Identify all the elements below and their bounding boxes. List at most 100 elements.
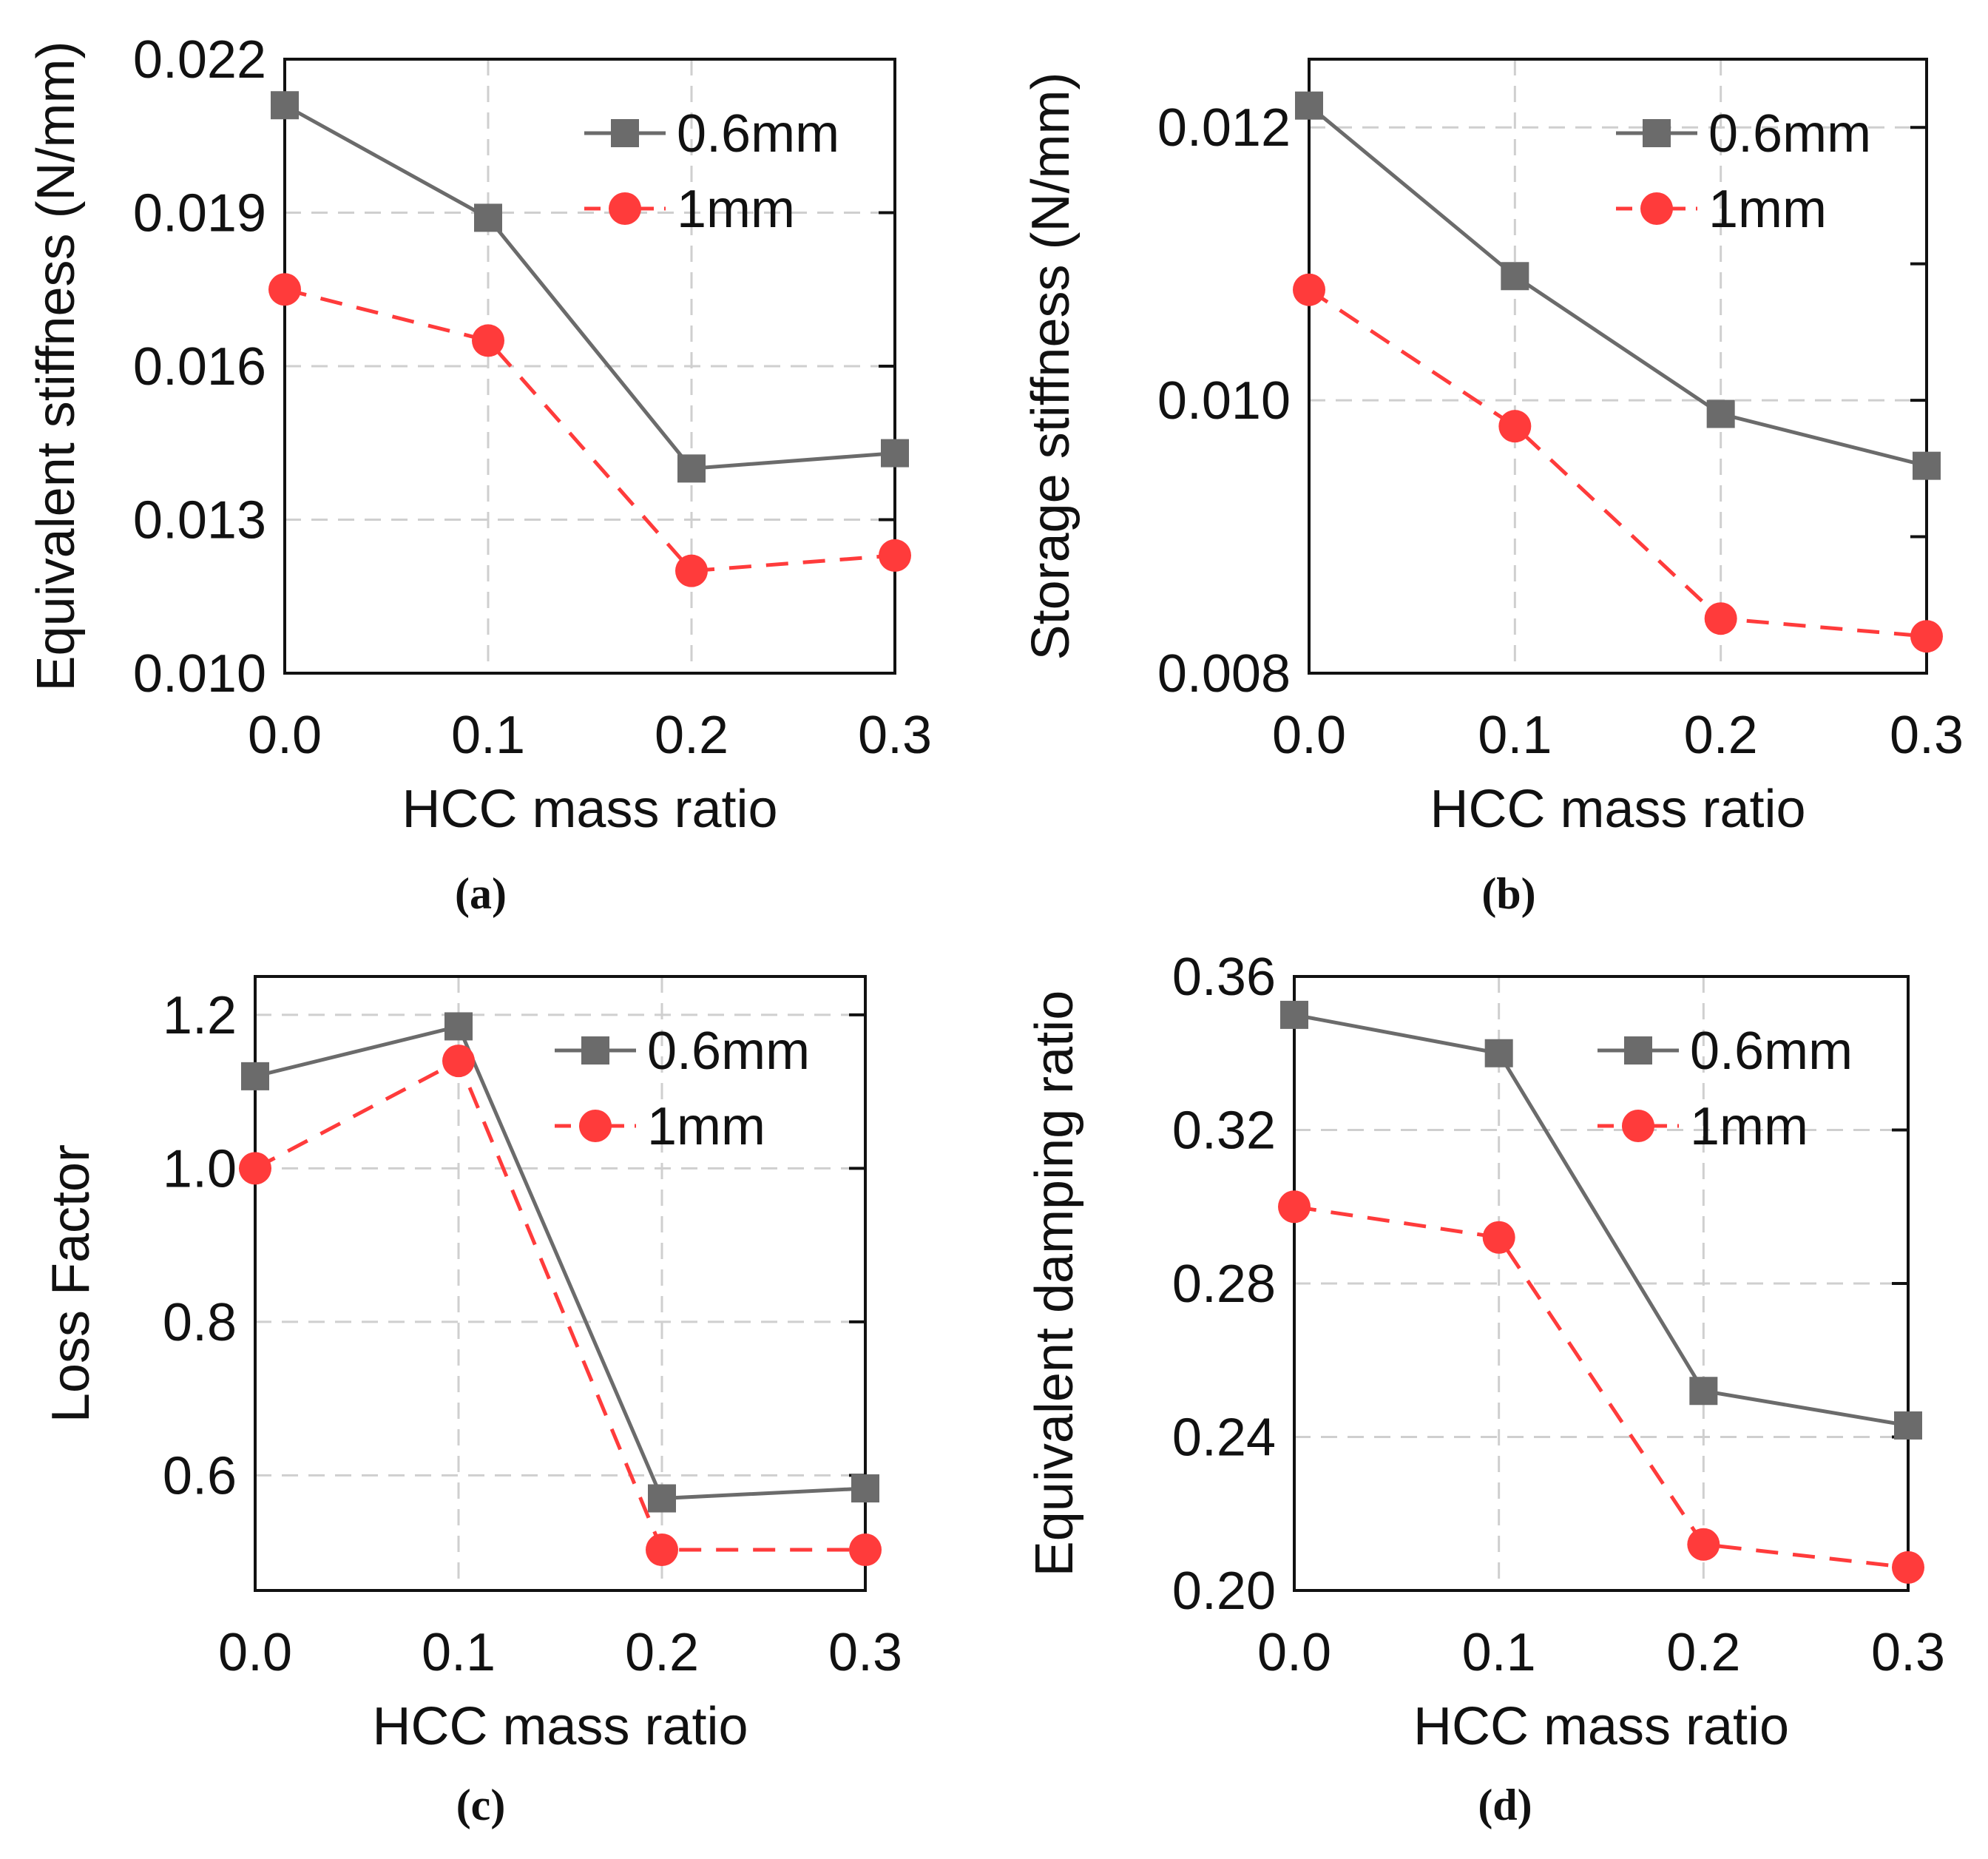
y-tick-label: 0.012 xyxy=(1157,98,1291,158)
legend-label: 0.6mm xyxy=(1690,1022,1853,1081)
y-tick-label: 0.20 xyxy=(1172,1562,1276,1621)
x-tick-label: 0.2 xyxy=(625,1623,699,1682)
y-axis-label: Loss Factor xyxy=(41,1144,101,1423)
data-point-square xyxy=(1894,1411,1922,1440)
y-tick-label: 0.24 xyxy=(1172,1408,1276,1468)
y-tick-label: 0.019 xyxy=(133,184,266,243)
data-point-square xyxy=(648,1484,676,1513)
legend-label: 1mm xyxy=(647,1097,765,1156)
data-point-circle xyxy=(268,273,301,306)
data-point-circle xyxy=(472,324,504,357)
legend-marker-circle xyxy=(609,192,641,225)
series-line-1mm xyxy=(254,1058,865,1552)
data-point-square xyxy=(241,1062,269,1090)
data-point-square xyxy=(1706,399,1735,428)
legend-marker-circle xyxy=(1640,192,1673,225)
series-line-0.6mm xyxy=(1308,104,1927,468)
x-tick-label: 0.0 xyxy=(248,706,322,765)
y-axis-label: Equivalent stiffness (N/mm) xyxy=(27,41,86,692)
x-tick-label: 0.3 xyxy=(858,706,932,765)
data-point-circle xyxy=(239,1152,271,1185)
x-tick-label: 0.3 xyxy=(828,1623,902,1682)
panel-a: 0.010 0.013 0.016 0.019 0.022 0.0 0.1 0.2 0.3 HCC… xyxy=(27,30,932,918)
y-tick-label: 0.6 xyxy=(163,1446,237,1505)
data-point-square xyxy=(677,454,706,483)
data-point-square xyxy=(1689,1377,1718,1406)
data-point-circle xyxy=(1293,273,1325,306)
legend-label: 0.6mm xyxy=(677,104,839,163)
x-tick-label: 0.3 xyxy=(1890,706,1964,765)
legend-marker-square xyxy=(581,1036,609,1065)
data-point-circle xyxy=(1498,410,1532,443)
y-tick-label: 0.32 xyxy=(1172,1101,1276,1161)
x-tick-label: 0.2 xyxy=(1666,1623,1740,1682)
data-point-square xyxy=(1484,1039,1513,1067)
panel-caption: (d) xyxy=(1478,1781,1532,1829)
x-tick-label: 0.1 xyxy=(1462,1623,1536,1682)
y-tick-label: 0.016 xyxy=(133,337,266,397)
panel-c: 0.6 0.8 1.0 1.2 0.0 0.1 0.2 0.3 HCC mass ratio Lo… xyxy=(41,975,902,1829)
plot-frame xyxy=(254,975,867,1592)
series-line-0.6mm xyxy=(283,104,896,470)
x-tick-label: 0.0 xyxy=(1272,706,1346,765)
legend-marker-circle xyxy=(1622,1110,1654,1142)
data-point-circle xyxy=(442,1045,475,1078)
data-point-square xyxy=(851,1474,879,1503)
data-point-circle xyxy=(675,554,708,587)
panel-caption: (b) xyxy=(1481,869,1535,918)
x-axis-label: HCC mass ratio xyxy=(372,1697,748,1756)
panel-b: 0.008 0.010 0.012 0.0 0.1 0.2 0.3 HCC mass rati… xyxy=(1021,58,1964,918)
y-tick-label: 1.0 xyxy=(163,1139,237,1198)
data-point-circle xyxy=(1278,1190,1311,1224)
legend-label: 0.6mm xyxy=(1708,104,1871,163)
y-tick-label: 0.36 xyxy=(1172,948,1276,1007)
data-point-circle xyxy=(1687,1528,1720,1561)
x-tick-label: 0.1 xyxy=(422,1623,496,1682)
y-tick-label: 1.2 xyxy=(163,986,237,1045)
data-point-square xyxy=(1913,451,1941,480)
data-point-circle xyxy=(1704,602,1737,635)
data-point-circle xyxy=(1892,1551,1924,1584)
series-line-1mm xyxy=(1294,1204,1909,1570)
x-tick-label: 0.3 xyxy=(1871,1623,1945,1682)
series-line-0.6mm xyxy=(254,1024,866,1501)
data-point-square xyxy=(1295,91,1323,120)
data-point-circle xyxy=(879,539,911,572)
y-axis-label: Equivalent damping ratio xyxy=(1025,991,1084,1577)
data-point-circle xyxy=(646,1534,678,1567)
legend-label: 1mm xyxy=(1708,180,1827,239)
legend-marker-square xyxy=(1624,1036,1652,1065)
data-point-circle xyxy=(1910,620,1943,653)
data-point-circle xyxy=(849,1534,882,1567)
data-point-square xyxy=(474,203,502,232)
legend-marker-square xyxy=(1643,119,1671,147)
legend-marker-circle xyxy=(579,1110,612,1142)
y-tick-label: 0.008 xyxy=(1157,644,1291,704)
data-point-square xyxy=(1280,1000,1308,1029)
series-line-1mm xyxy=(284,287,896,573)
panel-caption: (c) xyxy=(456,1781,506,1829)
plot-frame xyxy=(1308,58,1928,675)
x-tick-label: 0.2 xyxy=(655,706,728,765)
panel-caption: (a) xyxy=(455,869,507,918)
x-axis-label: HCC mass ratio xyxy=(1430,780,1805,839)
y-tick-label: 0.010 xyxy=(1157,371,1291,431)
legend-marker-square xyxy=(611,119,639,147)
legend-label: 1mm xyxy=(1690,1097,1808,1156)
x-tick-label: 0.0 xyxy=(218,1623,292,1682)
data-point-square xyxy=(444,1012,473,1041)
legend-label: 0.6mm xyxy=(647,1022,810,1081)
data-point-square xyxy=(1501,262,1529,291)
data-point-square xyxy=(881,439,909,468)
x-tick-label: 0.1 xyxy=(1478,706,1552,765)
x-tick-label: 0.1 xyxy=(451,706,525,765)
series-line-0.6mm xyxy=(1294,1013,1909,1428)
x-tick-label: 0.0 xyxy=(1257,1623,1331,1682)
y-tick-label: 0.010 xyxy=(133,644,266,704)
panel-d: 0.20 0.24 0.28 0.32 0.36 0.0 0.1 0.2 0.3 HCC mass… xyxy=(1025,948,1945,1829)
data-point-circle xyxy=(1482,1221,1515,1254)
x-axis-label: HCC mass ratio xyxy=(1413,1697,1789,1756)
series-line-1mm xyxy=(1308,288,1927,638)
x-tick-label: 0.2 xyxy=(1684,706,1758,765)
